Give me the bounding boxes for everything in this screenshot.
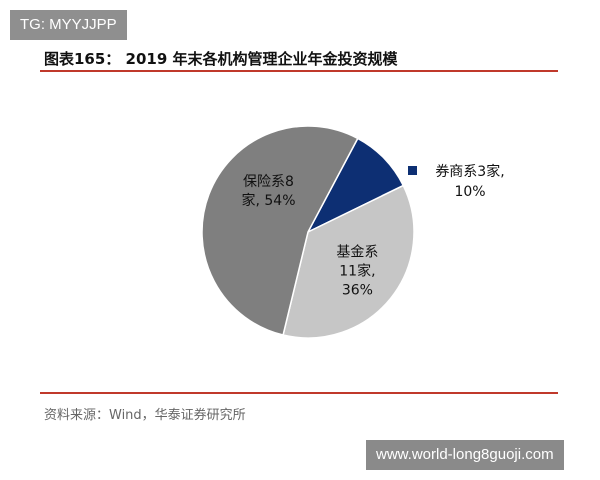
watermark-site: www.world-long8guoji.com — [366, 440, 564, 470]
legend-marker-securities — [408, 166, 417, 175]
figure-title: 图表165： 2019 年末各机构管理企业年金投资规模 — [44, 50, 398, 68]
pie-labels: 基金系 11家, 36% 保险系8 家, 54% 券商系3家, 10% — [241, 163, 504, 299]
source-rule — [40, 392, 558, 394]
label-securities: 券商系3家, 10% — [435, 163, 504, 200]
source-note: 资料来源：Wind，华泰证券研究所 — [44, 408, 246, 423]
label-insurance: 保险系8 家, 54% — [241, 174, 295, 209]
title-rule — [40, 70, 558, 72]
slice-fund — [282, 184, 415, 339]
label-fund: 基金系 11家, 36% — [336, 244, 378, 299]
slice-insurance — [201, 125, 359, 336]
pie-slices — [201, 125, 415, 339]
watermark-tg: TG: MYYJJPP — [10, 10, 127, 40]
